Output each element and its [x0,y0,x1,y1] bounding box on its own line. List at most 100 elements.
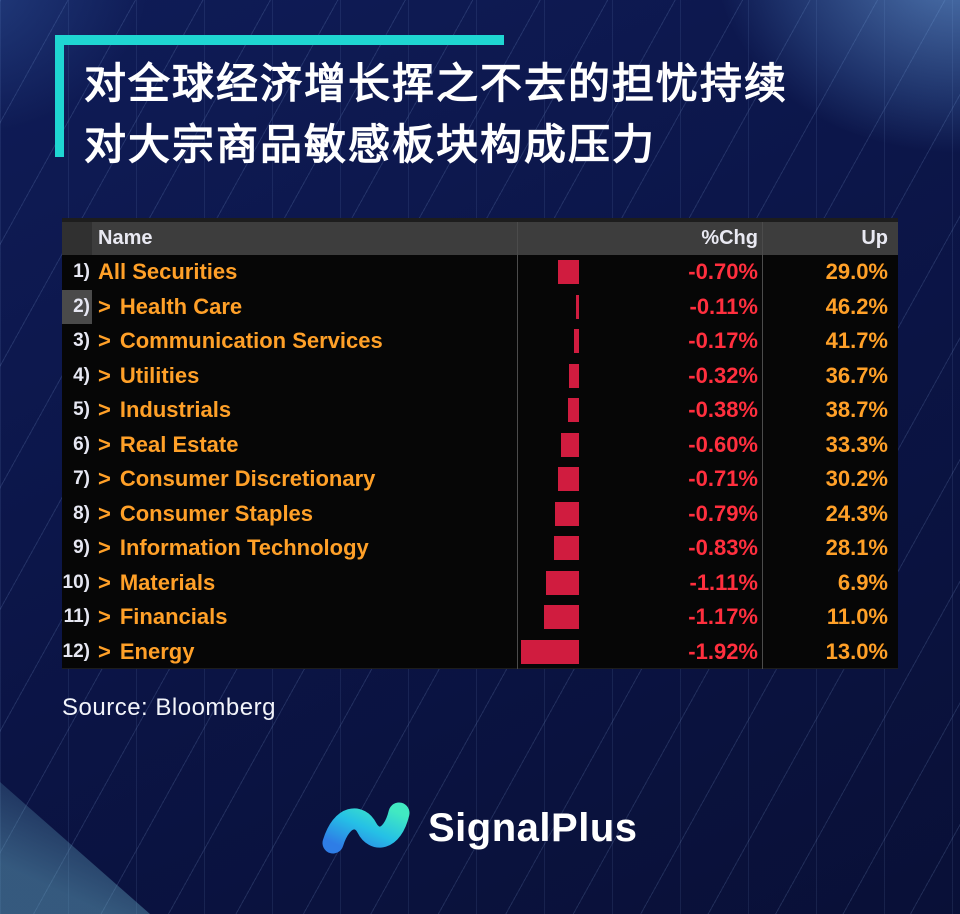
sector-name-label: Industrials [119,397,232,423]
row-number: 4) [73,364,90,386]
column-header-name[interactable]: Name [98,227,153,249]
chg-value: -0.60% [688,431,758,457]
expand-arrow-icon: > [98,569,111,595]
chg-bar [521,639,579,664]
row-number: 12) [62,640,90,662]
chg-bar [567,398,579,423]
row-number: 11) [63,606,90,628]
pct-chg-cell: -0.38% [517,393,762,428]
pct-chg-cell: -0.70% [517,255,762,290]
chg-value: -1.92% [688,638,758,664]
up-value: 13.0% [762,634,898,669]
brand-footer: SignalPlus [320,796,638,860]
column-header-pct-chg[interactable]: %Chg [517,222,762,255]
column-header-up[interactable]: Up [762,222,898,255]
table-row[interactable]: 6) > Real Estate -0.60% 33.3% [62,427,898,462]
up-value: 11.0% [762,600,898,635]
row-number: 9) [73,537,90,559]
pct-chg-cell: -0.83% [517,531,762,566]
sector-name[interactable]: > Communication Services [92,328,517,354]
sector-name[interactable]: All Securities [92,259,517,285]
table-row[interactable]: 2) > Health Care -0.11% 46.2% [62,289,898,324]
expand-arrow-icon: > [98,397,111,423]
row-number: 6) [73,433,90,455]
sector-name[interactable]: > Information Technology [92,535,517,561]
expand-arrow-icon: > [98,638,111,664]
up-value: 41.7% [762,324,898,359]
bottom-left-wedge-decoration [0,782,150,914]
table-row[interactable]: 1) All Securities -0.70% 29.0% [62,255,898,290]
pct-chg-cell: -1.11% [517,565,762,600]
chg-value: -0.17% [688,328,758,354]
pct-chg-cell: -0.11% [517,289,762,324]
table-row[interactable]: 9) > Information Technology -0.83% 28.1% [62,531,898,566]
expand-arrow-icon: > [98,535,111,561]
up-value: 46.2% [762,289,898,324]
sector-name[interactable]: > Real Estate [92,432,517,458]
row-number: 8) [73,502,90,524]
up-value: 36.7% [762,358,898,393]
sector-name[interactable]: > Consumer Staples [92,501,517,527]
sector-name[interactable]: > Utilities [92,363,517,389]
table-row[interactable]: 8) > Consumer Staples -0.79% 24.3% [62,496,898,531]
pct-chg-cell: -0.71% [517,462,762,497]
sector-name-label: Financials [119,604,228,630]
table-row[interactable]: 5) > Industrials -0.38% 38.7% [62,393,898,428]
chg-bar [543,605,579,630]
title-accent-top-bar [57,35,504,45]
pct-chg-cell: -0.32% [517,358,762,393]
table-row[interactable]: 10) > Materials -1.11% 6.9% [62,565,898,600]
up-value: 6.9% [762,565,898,600]
sector-name[interactable]: > Energy [92,639,517,665]
brand-name: SignalPlus [428,805,638,850]
chg-value: -0.32% [688,362,758,388]
header-gutter-cell [62,222,92,255]
expand-arrow-icon: > [98,328,111,354]
row-number: 7) [73,468,90,490]
table-row[interactable]: 3) > Communication Services -0.17% 41.7% [62,324,898,359]
table-body: 1) All Securities -0.70% 29.0% 2) > Health Car… [62,255,898,669]
chg-value: -0.70% [688,259,758,285]
table-row[interactable]: 7) > Consumer Discretionary -0.71% 30.2% [62,462,898,497]
sector-name-label: Consumer Staples [119,500,314,526]
table-row[interactable]: 11) > Financials -1.17% 11.0% [62,600,898,635]
source-attribution: Source: Bloomberg [62,694,276,721]
up-value: 33.3% [762,427,898,462]
sector-name[interactable]: > Health Care [92,294,517,320]
chg-bar [561,432,579,457]
expand-arrow-icon: > [98,466,111,492]
bloomberg-sector-table: Name %Chg Up 1) All Securities -0.70% 29.0%… [62,218,898,669]
up-value: 28.1% [762,531,898,566]
pct-chg-cell: -0.60% [517,427,762,462]
sector-name-label: Consumer Discretionary [119,466,376,492]
sector-name[interactable]: > Industrials [92,397,517,423]
chg-bar [575,294,579,319]
table-row[interactable]: 4) > Utilities -0.32% 36.7% [62,358,898,393]
sector-name-label: Information Technology [119,535,369,561]
table-row[interactable]: 12) > Energy -1.92% 13.0% [62,634,898,669]
expand-arrow-icon: > [98,604,111,630]
sector-name-label: Utilities [119,362,200,388]
chg-value: -0.11% [689,293,759,319]
up-value: 38.7% [762,393,898,428]
chg-value: -0.38% [688,397,758,423]
pct-chg-cell: -1.17% [517,600,762,635]
sector-name[interactable]: > Consumer Discretionary [92,466,517,492]
chg-bar [545,570,579,595]
row-number: 5) [73,399,90,421]
sector-name-label: All Securities [98,259,238,285]
sector-name-label: Real Estate [119,431,239,457]
sector-name[interactable]: > Materials [92,570,517,596]
chg-value: -1.11% [689,569,759,595]
expand-arrow-icon: > [98,293,111,319]
chg-bar [569,363,579,388]
title-line-1: 对全球经济增长挥之不去的担忧持续 [84,60,789,107]
sector-name[interactable]: > Financials [92,604,517,630]
row-number: 10) [62,571,90,593]
expand-arrow-icon: > [98,431,111,457]
chg-bar [573,329,579,354]
chg-value: -0.71% [688,466,758,492]
chg-bar [554,536,579,561]
row-number: 3) [73,330,90,352]
